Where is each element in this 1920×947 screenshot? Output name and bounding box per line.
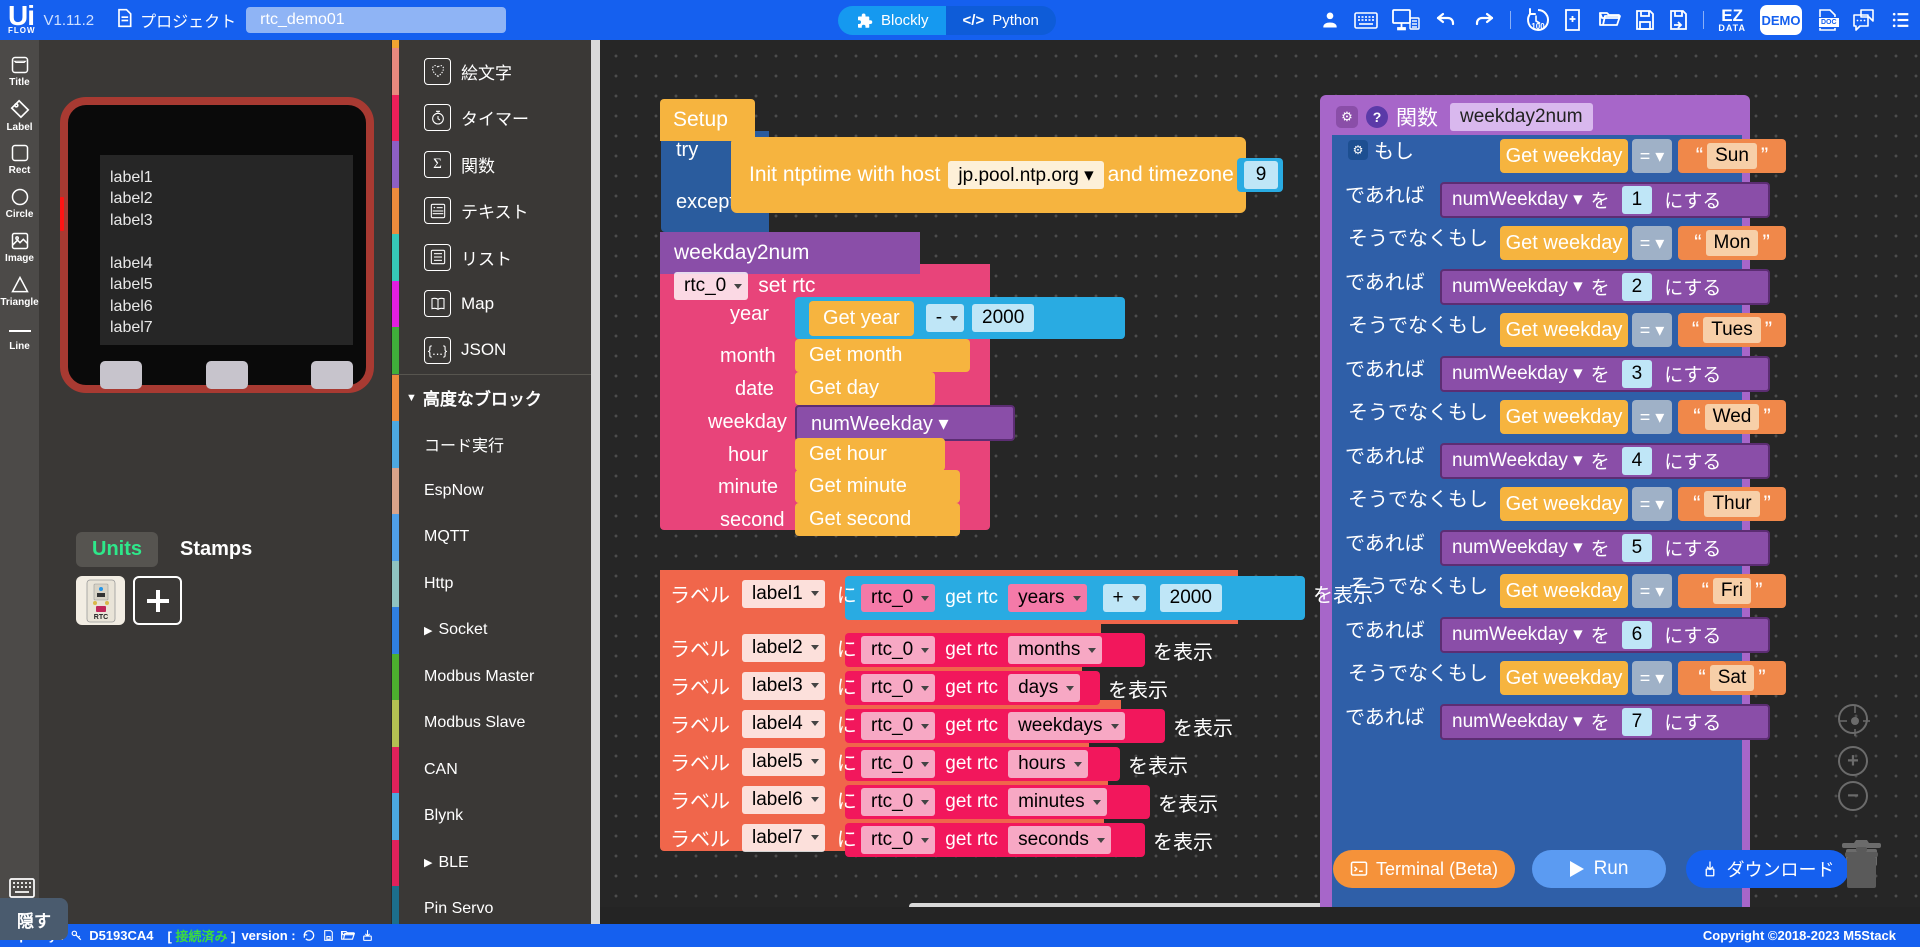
svg-text:RTC: RTC bbox=[93, 614, 107, 621]
svg-text:100: 100 bbox=[1532, 22, 1546, 31]
